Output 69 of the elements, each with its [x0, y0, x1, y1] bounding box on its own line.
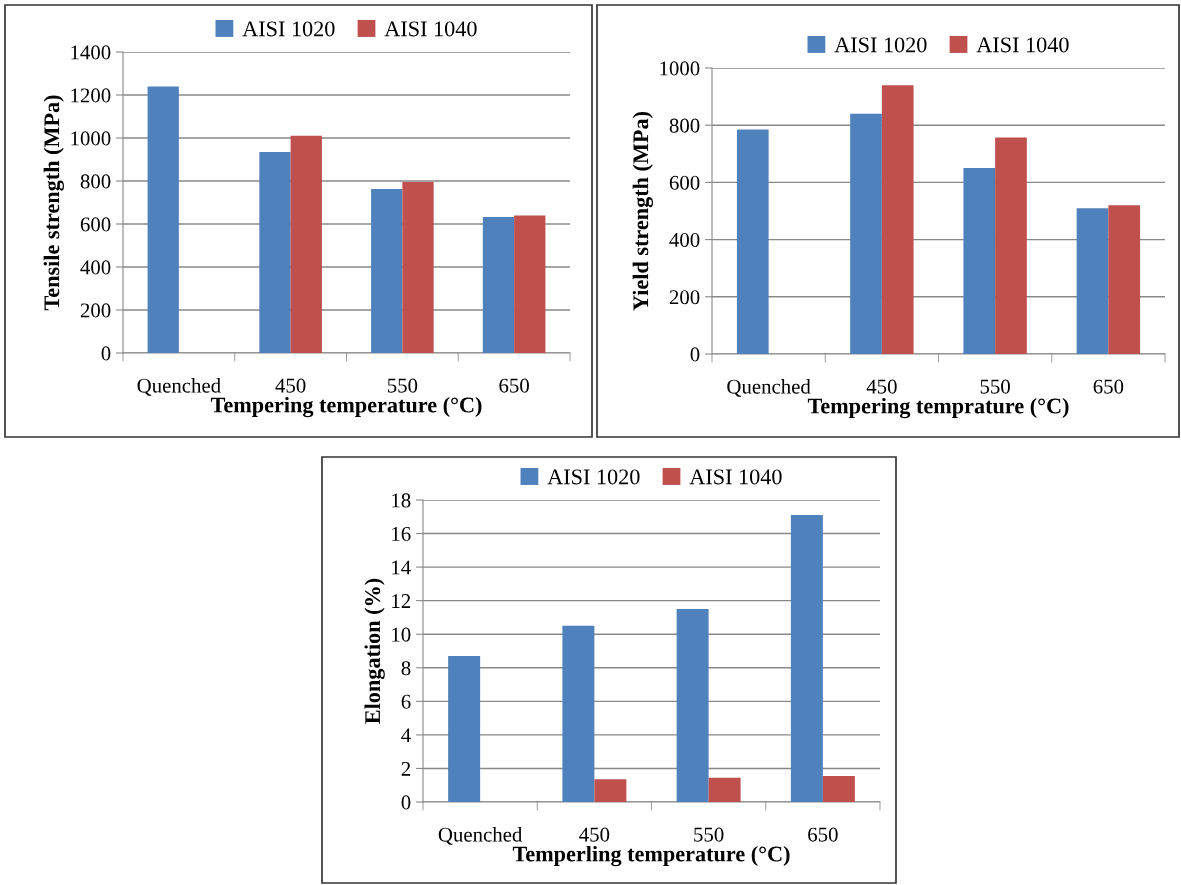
x-tick-label: 650	[1093, 379, 1124, 394]
x-axis-title: Temperling temperature (°C)	[512, 845, 790, 867]
bar	[1108, 205, 1141, 354]
legend-label: AISI 1020	[547, 469, 640, 485]
y-tick-label: 18	[392, 493, 411, 508]
bar	[259, 151, 291, 353]
bar	[594, 779, 627, 802]
y-axis-title: Tensile strength (MPa)	[43, 95, 64, 311]
x-tick-label: Quenched	[137, 378, 221, 396]
y-tick-label: 0	[101, 346, 111, 361]
y-tick-label: 12	[392, 594, 411, 608]
y-tick-label: 2	[401, 761, 411, 776]
y-tick-label: 0	[401, 795, 411, 810]
bar	[995, 137, 1027, 354]
legend-label: AISI 1020	[242, 21, 335, 37]
y-tick-label: 400	[669, 232, 700, 248]
bar	[708, 777, 741, 802]
y-tick-label: 200	[80, 303, 111, 318]
x-axis-title: Tempering temprature (°C)	[807, 397, 1069, 419]
y-tick-label: 1200	[71, 88, 111, 103]
y-tick-label: 800	[669, 118, 700, 133]
x-tick-label: 450	[866, 379, 897, 394]
bar	[371, 188, 403, 353]
y-tick-label: 800	[80, 174, 111, 189]
x-tick-label: 550	[694, 827, 724, 842]
x-axis-title: Tempering temperature (°C)	[210, 396, 482, 418]
legend-label: AISI 1040	[384, 21, 477, 37]
legend-label: AISI 1020	[834, 37, 927, 53]
legend-label: AISI 1040	[689, 469, 782, 485]
y-tick-label: 600	[80, 217, 111, 232]
y-tick-label: 1400	[71, 45, 111, 60]
legend-label: AISI 1040	[976, 37, 1069, 53]
y-tick-label: 10	[392, 627, 411, 642]
bar	[402, 182, 434, 353]
y-tick-label: 6	[401, 694, 411, 709]
x-tick-label: 450	[275, 378, 306, 393]
bar	[676, 609, 709, 802]
x-tick-label: 650	[499, 378, 529, 393]
bar	[822, 775, 855, 802]
x-tick-label: Quenched	[438, 827, 523, 845]
bar	[448, 656, 481, 802]
y-tick-label: 16	[392, 526, 411, 541]
x-tick-label: 550	[980, 379, 1010, 394]
bar	[147, 86, 179, 353]
y-axis-title: Elongation (%)	[364, 578, 385, 724]
bar	[850, 113, 882, 354]
y-tick-label: 14	[392, 560, 411, 575]
bar	[514, 215, 546, 353]
x-tick-label: 650	[808, 827, 838, 842]
y-tick-label: 0	[690, 347, 700, 362]
x-tick-label: 550	[387, 378, 418, 393]
y-tick-label: 4	[401, 728, 411, 743]
y-axis-title: Yield strength (MPa)	[632, 111, 653, 311]
bar	[290, 135, 322, 353]
bar	[736, 129, 769, 354]
y-tick-label: 1000	[71, 131, 111, 146]
bar	[562, 625, 595, 802]
x-tick-label: Quenched	[727, 379, 811, 397]
bar	[482, 216, 515, 353]
y-tick-label: 8	[401, 661, 411, 676]
x-tick-label: 450	[579, 827, 610, 842]
y-tick-label: 400	[80, 260, 111, 275]
bar	[1076, 208, 1109, 354]
bar	[790, 515, 823, 802]
y-tick-label: 600	[669, 175, 700, 190]
bar	[881, 85, 914, 354]
y-tick-label: 1000	[660, 61, 700, 76]
y-tick-label: 200	[669, 290, 700, 305]
bar	[963, 168, 996, 354]
